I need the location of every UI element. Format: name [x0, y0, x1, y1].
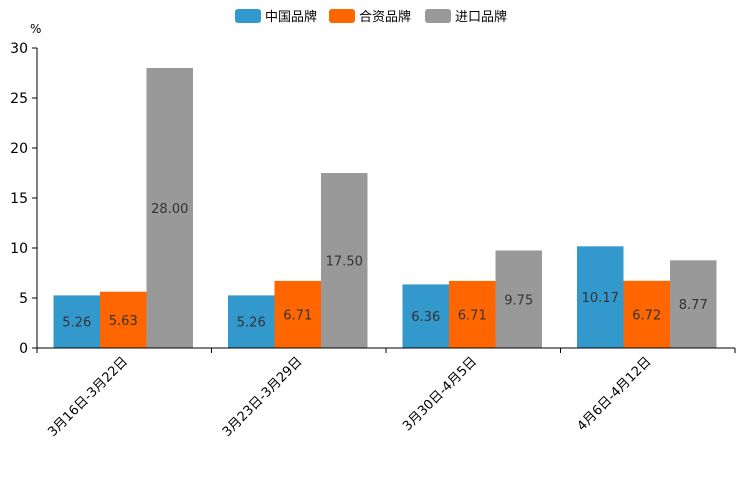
legend-label: 中国品牌	[265, 9, 317, 25]
bar-3-2	[321, 173, 368, 348]
legend-label: 合资品牌	[359, 9, 411, 25]
bar-value-label: 5.63	[109, 314, 138, 329]
y-axis-unit: %	[30, 22, 41, 36]
x-category-label: 4月6日-4月12日	[575, 354, 655, 434]
bar-value-label: 8.77	[679, 298, 708, 313]
y-tick-label: 0	[19, 341, 28, 357]
bar-value-label: 28.00	[151, 202, 188, 217]
y-tick-label: 10	[10, 241, 28, 257]
bar-value-label: 9.75	[504, 293, 533, 308]
bar-1-4	[577, 246, 624, 348]
bar-value-label: 5.26	[237, 316, 266, 331]
bar-value-label: 6.71	[458, 308, 487, 323]
bar-1-3	[402, 284, 449, 348]
legend: 中国品牌 合资品牌 进口品牌	[235, 9, 507, 25]
y-axis: 0 5 10 15 20 25 30	[10, 41, 38, 357]
bar-2-2	[274, 280, 321, 348]
bar-2-4	[623, 280, 670, 348]
bar-value-label: 6.71	[283, 308, 312, 323]
y-tick-label: 30	[10, 41, 28, 57]
bar-value-label: 6.36	[411, 310, 440, 325]
y-tick-label: 25	[10, 91, 28, 107]
bar-2-3	[449, 280, 496, 348]
bar-1-2	[228, 295, 275, 348]
bar-1-1	[53, 295, 100, 348]
y-tick-label: 20	[10, 141, 28, 157]
legend-swatch	[425, 9, 451, 23]
x-category-label: 3月23日-3月29日	[220, 354, 306, 440]
bar-3-3	[495, 250, 542, 348]
bar-3-1	[146, 68, 193, 348]
bars: 5.26 5.26 6.36 10.17 5.63 6.71 6.71 6.72 28.00 17…	[53, 68, 717, 348]
legend-swatch	[235, 9, 261, 23]
y-tick-label: 15	[10, 191, 28, 207]
y-tick-label: 5	[19, 291, 28, 307]
bar-value-label: 5.26	[62, 316, 91, 331]
bar-value-label: 10.17	[582, 291, 619, 306]
bar-value-label: 6.72	[632, 308, 661, 323]
bar-2-1	[100, 291, 147, 348]
legend-label: 进口品牌	[455, 9, 507, 25]
legend-swatch	[329, 9, 355, 23]
x-category-label: 3月16日-3月22日	[45, 354, 131, 440]
bar-3-4	[670, 260, 717, 348]
x-category-label: 3月30日-4月5日	[400, 354, 480, 434]
bar-value-label: 17.50	[326, 255, 363, 270]
x-axis: 3月16日-3月22日 3月23日-3月29日 3月30日-4月5日 4月6日-4月1…	[36, 347, 736, 440]
